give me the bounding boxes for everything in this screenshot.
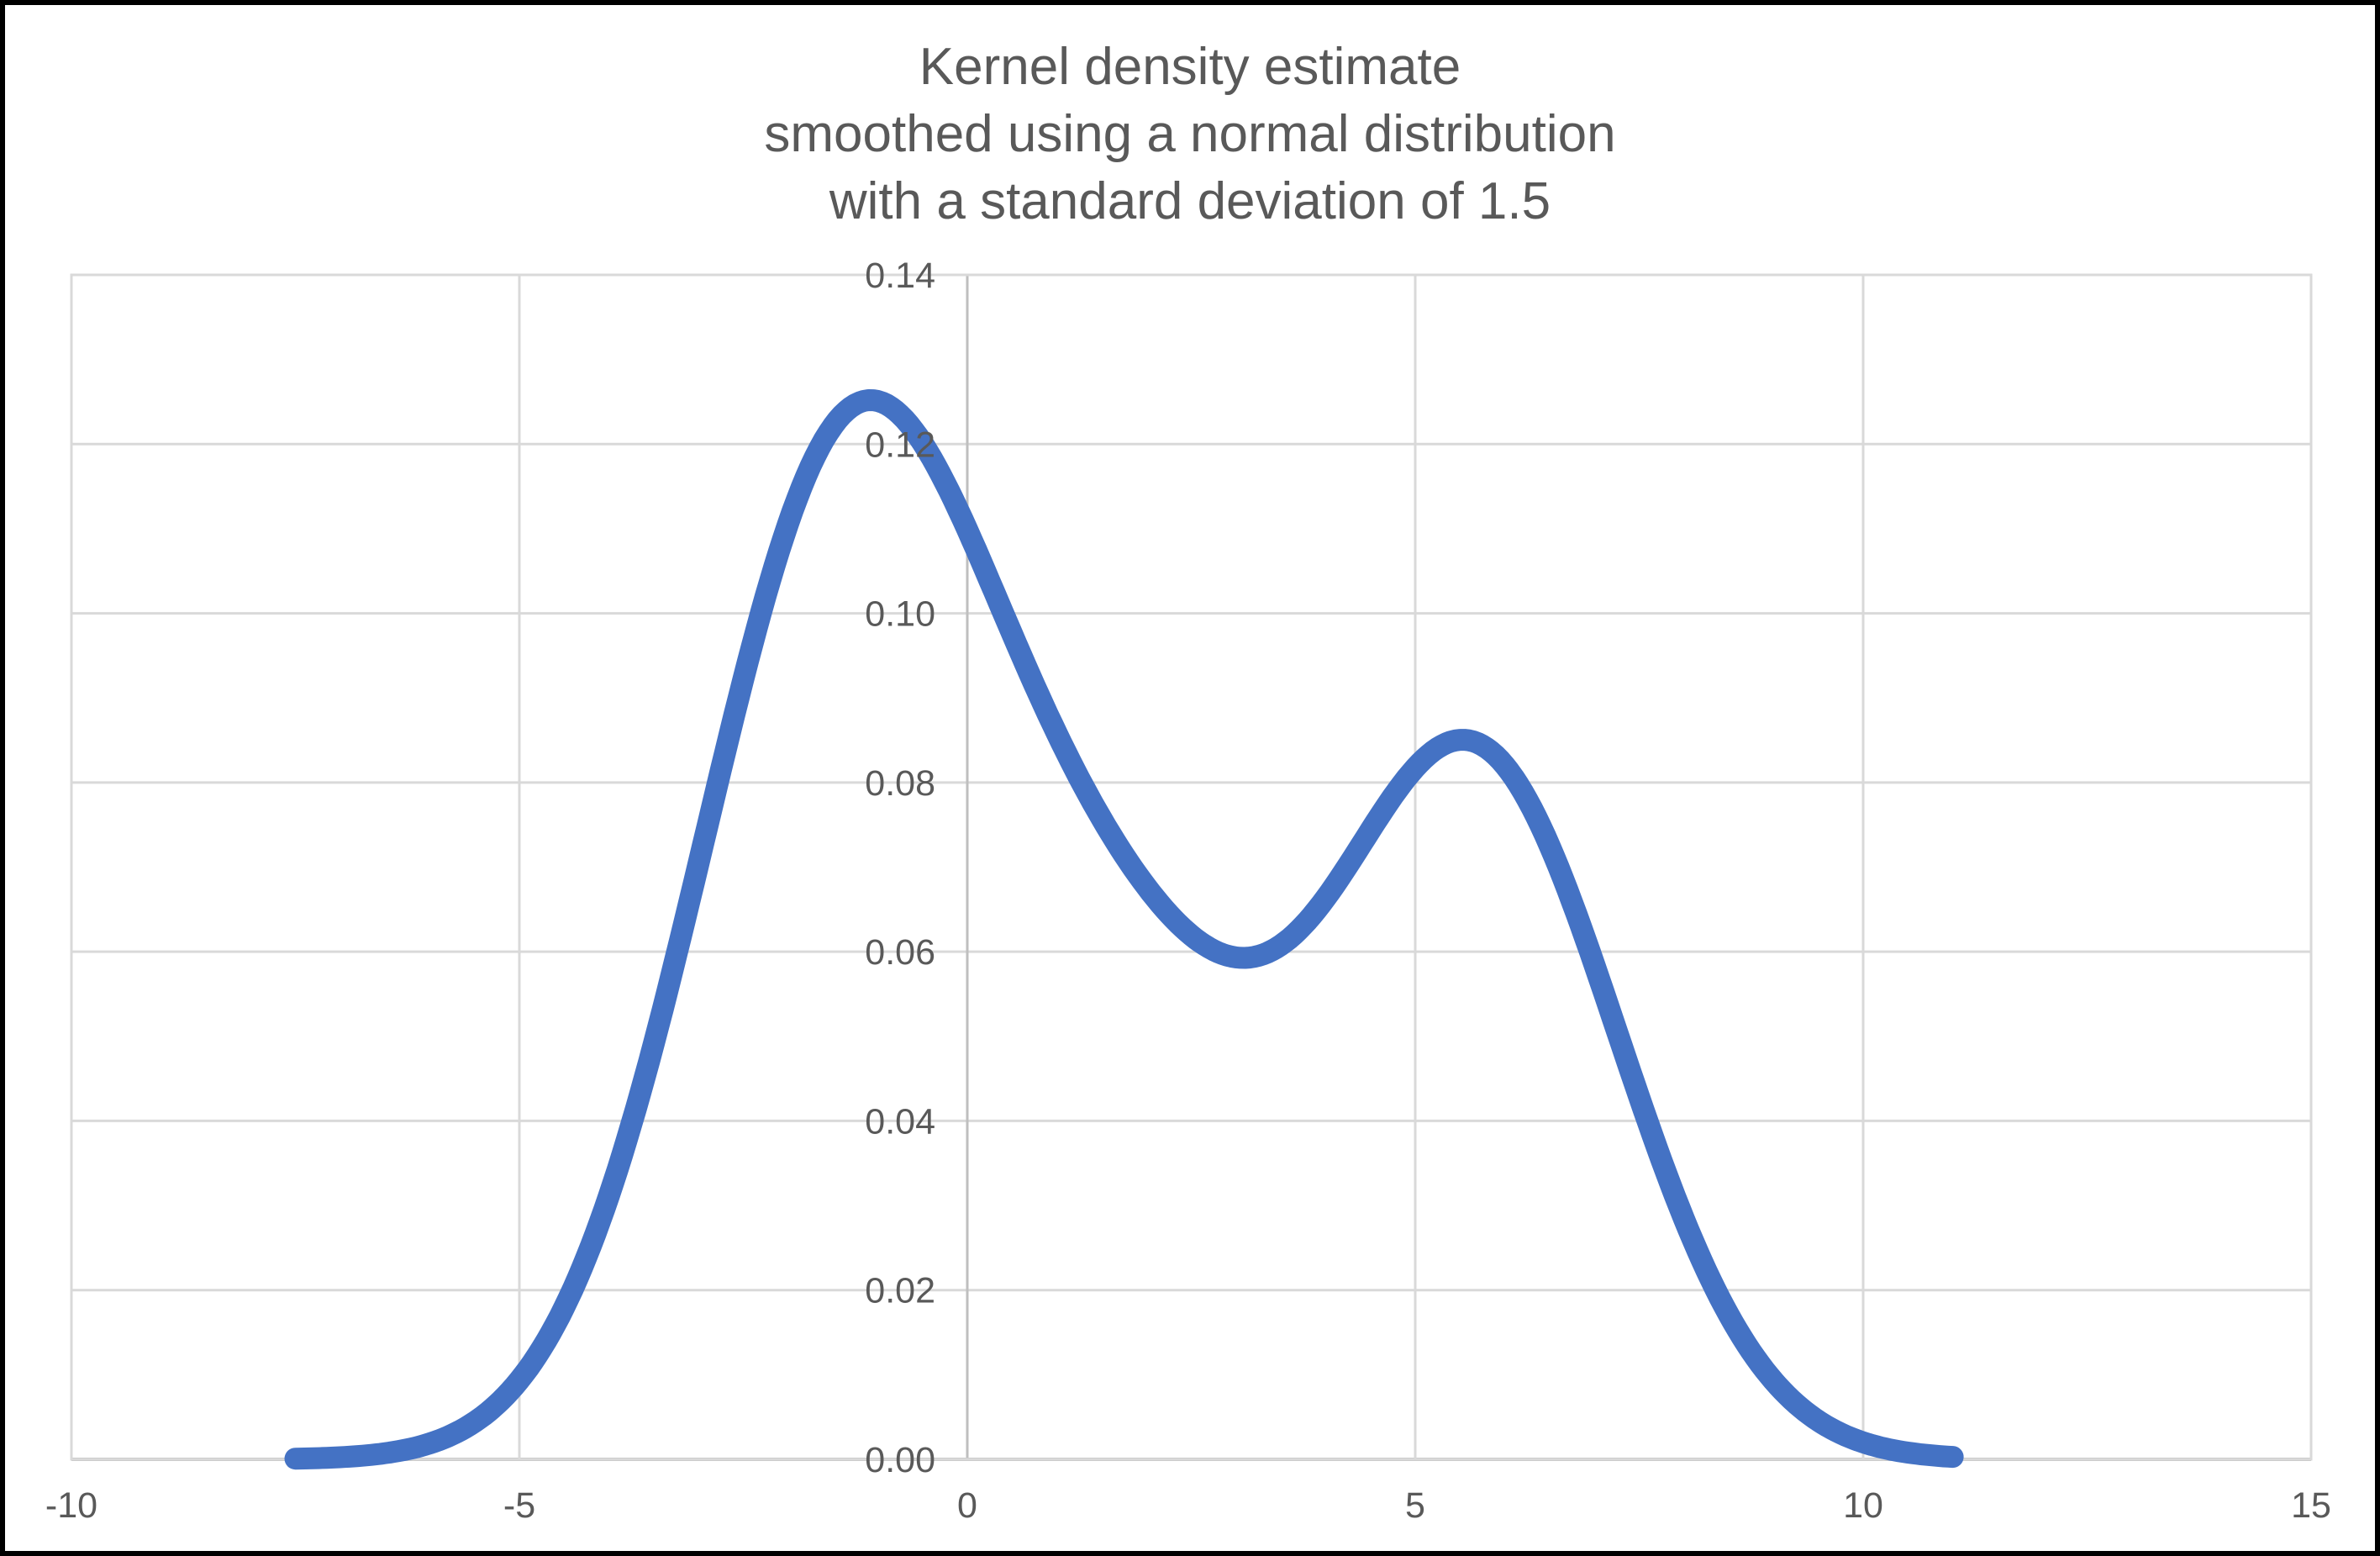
plot-border	[70, 273, 2313, 1461]
y-tick-label-0.08: 0.08	[865, 763, 935, 804]
chart-title-line-1: Kernel density estimate	[919, 38, 1461, 96]
y-tick-label-0.14: 0.14	[865, 256, 935, 296]
x-tick-label-0: 0	[957, 1485, 977, 1526]
chart-title-line-2: smoothed using a normal distribution	[764, 105, 1616, 163]
y-tick-label-0.02: 0.02	[865, 1271, 935, 1311]
x-tick-label-5: 5	[1405, 1485, 1425, 1526]
x-tick-label-15: 15	[2291, 1485, 2331, 1526]
y-tick-label-0.00: 0.00	[865, 1440, 935, 1480]
chart-title: Kernel density estimate smoothed using a…	[0, 34, 2380, 235]
kde-curve	[284, 389, 1964, 1470]
y-tick-label-0.06: 0.06	[865, 932, 935, 973]
y-tick-label-0.04: 0.04	[865, 1101, 935, 1142]
x-tick-label--10: -10	[45, 1485, 97, 1526]
x-tick-label--5: -5	[503, 1485, 535, 1526]
chart-title-line-3: with a standard deviation of 1.5	[829, 172, 1551, 230]
y-tick-label-0.12: 0.12	[865, 425, 935, 465]
y-tick-label-0.10: 0.10	[865, 594, 935, 635]
x-tick-label-10: 10	[1843, 1485, 1883, 1526]
